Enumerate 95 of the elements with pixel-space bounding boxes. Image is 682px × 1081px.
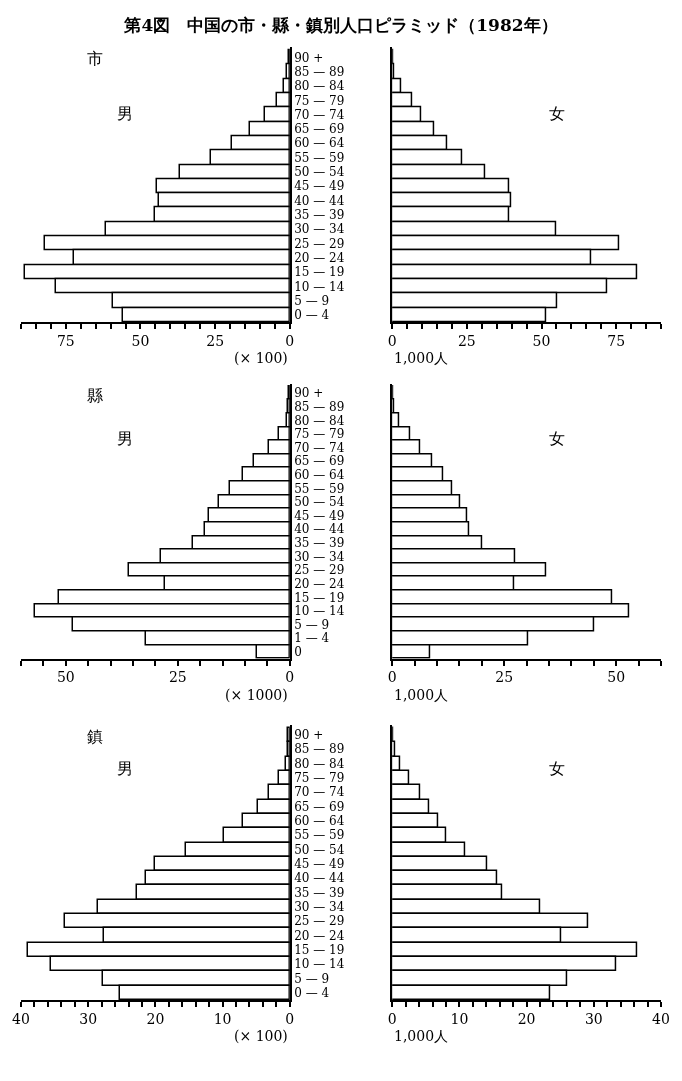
x-tick-label: 50: [56, 669, 75, 686]
x-tick-label: 50: [131, 333, 150, 350]
y-tick-label: 20 — 24: [294, 251, 345, 266]
chart-subtitle: 市: [87, 49, 103, 68]
x-tick-label: 75: [607, 333, 626, 350]
x-tick-label: 0: [387, 1010, 397, 1027]
y-tick-label: 90 +: [294, 728, 324, 743]
y-tick-label: 35 — 39: [294, 885, 345, 900]
x-tick-label: 50: [532, 333, 551, 350]
y-tick-label: 70 — 74: [294, 440, 345, 455]
y-tick-label: 0 — 4: [294, 986, 330, 1001]
text: 男: [117, 759, 133, 778]
y-tick-label: 10 — 14: [294, 957, 345, 972]
y-tick-label: 65 — 69: [294, 454, 345, 469]
y-tick-label: 50 — 54: [294, 165, 345, 180]
y-tick-label: 30 — 34: [294, 900, 345, 915]
y-tick-label: 85 — 89: [294, 742, 345, 757]
y-tick-label: 40 — 44: [294, 871, 345, 886]
y-tick-label: 70 — 74: [294, 785, 345, 800]
y-tick-label: 35 — 39: [294, 208, 345, 223]
x-tick-label: 20: [517, 1010, 536, 1027]
x-axis-title: (× 100): [234, 350, 288, 366]
y-tick-label: 80 — 84: [294, 413, 345, 428]
x-tick-label: 0: [387, 669, 397, 686]
x-tick-label: 25: [206, 333, 225, 350]
y-tick-label: 5 — 9: [294, 617, 330, 632]
y-tick-label: 10 — 14: [294, 604, 345, 619]
y-tick-label: 15 — 19: [294, 943, 345, 958]
y-tick-label: 60 — 64: [294, 468, 345, 483]
text: 女: [549, 429, 565, 448]
y-tick-label: 90 +: [294, 50, 324, 65]
y-tick-label: 90 +: [294, 386, 324, 401]
y-tick-label: 55 — 59: [294, 150, 345, 165]
y-tick-label: 70 — 74: [294, 107, 345, 122]
y-tick-label: 10 — 14: [294, 279, 345, 294]
text: 女: [549, 759, 565, 778]
x-tick-label: 25: [495, 669, 514, 686]
y-tick-label: 50 — 54: [294, 495, 345, 510]
y-tick-label: 85 — 89: [294, 399, 345, 414]
y-tick-label: 45 — 49: [294, 179, 345, 194]
y-tick-label: 60 — 64: [294, 136, 345, 151]
y-tick-label: 15 — 19: [294, 590, 345, 605]
y-tick-label: 50 — 54: [294, 842, 345, 857]
y-tick-label: 35 — 39: [294, 536, 345, 551]
x-tick-label: 10: [450, 1010, 469, 1027]
x-tick-label: 30: [584, 1010, 603, 1027]
x-axis-title: (× 1000): [225, 687, 288, 703]
y-tick-label: 75 — 79: [294, 771, 345, 786]
x-tick-label: 50: [607, 669, 626, 686]
y-tick-label: 30 — 34: [294, 549, 345, 564]
y-tick-label: 45 — 49: [294, 508, 345, 523]
y-tick-label: 55 — 59: [294, 481, 345, 496]
x-tick-label: 75: [56, 333, 75, 350]
x-tick-label: 30: [79, 1010, 98, 1027]
x-tick-label: 10: [213, 1010, 232, 1027]
x-tick-label: 0: [387, 333, 397, 350]
text: 男: [117, 429, 133, 448]
y-tick-label: 15 — 19: [294, 265, 345, 280]
text: 女: [549, 104, 565, 123]
text: 男: [117, 104, 133, 123]
chart-subtitle: 鎮: [87, 727, 103, 746]
x-tick-label: 25: [168, 669, 187, 686]
x-tick-label: 40: [652, 1010, 670, 1027]
y-tick-label: 1 — 4: [294, 631, 330, 646]
y-tick-label: 5 — 9: [294, 971, 330, 986]
x-tick-label: 20: [146, 1010, 165, 1027]
y-tick-label: 25 — 29: [294, 914, 345, 929]
chart-subtitle: 縣: [87, 386, 103, 405]
y-tick-label: 65 — 69: [294, 799, 345, 814]
y-tick-label: 85 — 89: [294, 64, 345, 79]
y-tick-label: 75 — 79: [294, 93, 345, 108]
y-tick-label: 40 — 44: [294, 193, 345, 208]
x-tick-label: 25: [457, 333, 476, 350]
y-tick-label: 25 — 29: [294, 563, 345, 578]
y-tick-label: 65 — 69: [294, 122, 345, 137]
y-tick-label: 40 — 44: [294, 522, 345, 537]
y-tick-label: 55 — 59: [294, 828, 345, 843]
y-tick-label: 5 — 9: [294, 294, 330, 309]
x-axis-title: 1,000人: [394, 687, 449, 703]
y-tick-label: 80 — 84: [294, 756, 345, 771]
x-axis-title: (× 100): [234, 1028, 288, 1044]
x-axis-title: 1,000人: [394, 350, 449, 366]
y-tick-label: 20 — 24: [294, 576, 345, 591]
y-tick-label: 0 — 4: [294, 308, 330, 323]
y-tick-label: 20 — 24: [294, 928, 345, 943]
y-tick-label: 25 — 29: [294, 236, 345, 251]
y-tick-label: 80 — 84: [294, 79, 345, 94]
y-tick-label: 60 — 64: [294, 814, 345, 829]
x-tick-label: 40: [12, 1010, 30, 1027]
y-tick-label: 30 — 34: [294, 222, 345, 237]
y-tick-label: 45 — 49: [294, 857, 345, 872]
y-tick-label: 75 — 79: [294, 427, 345, 442]
x-axis-title: 1,000人: [394, 1028, 449, 1044]
text: 第4図 中国の市・縣・鎮別人口ピラミッド（1982年）: [123, 15, 558, 36]
y-tick-label: 0: [294, 645, 302, 660]
